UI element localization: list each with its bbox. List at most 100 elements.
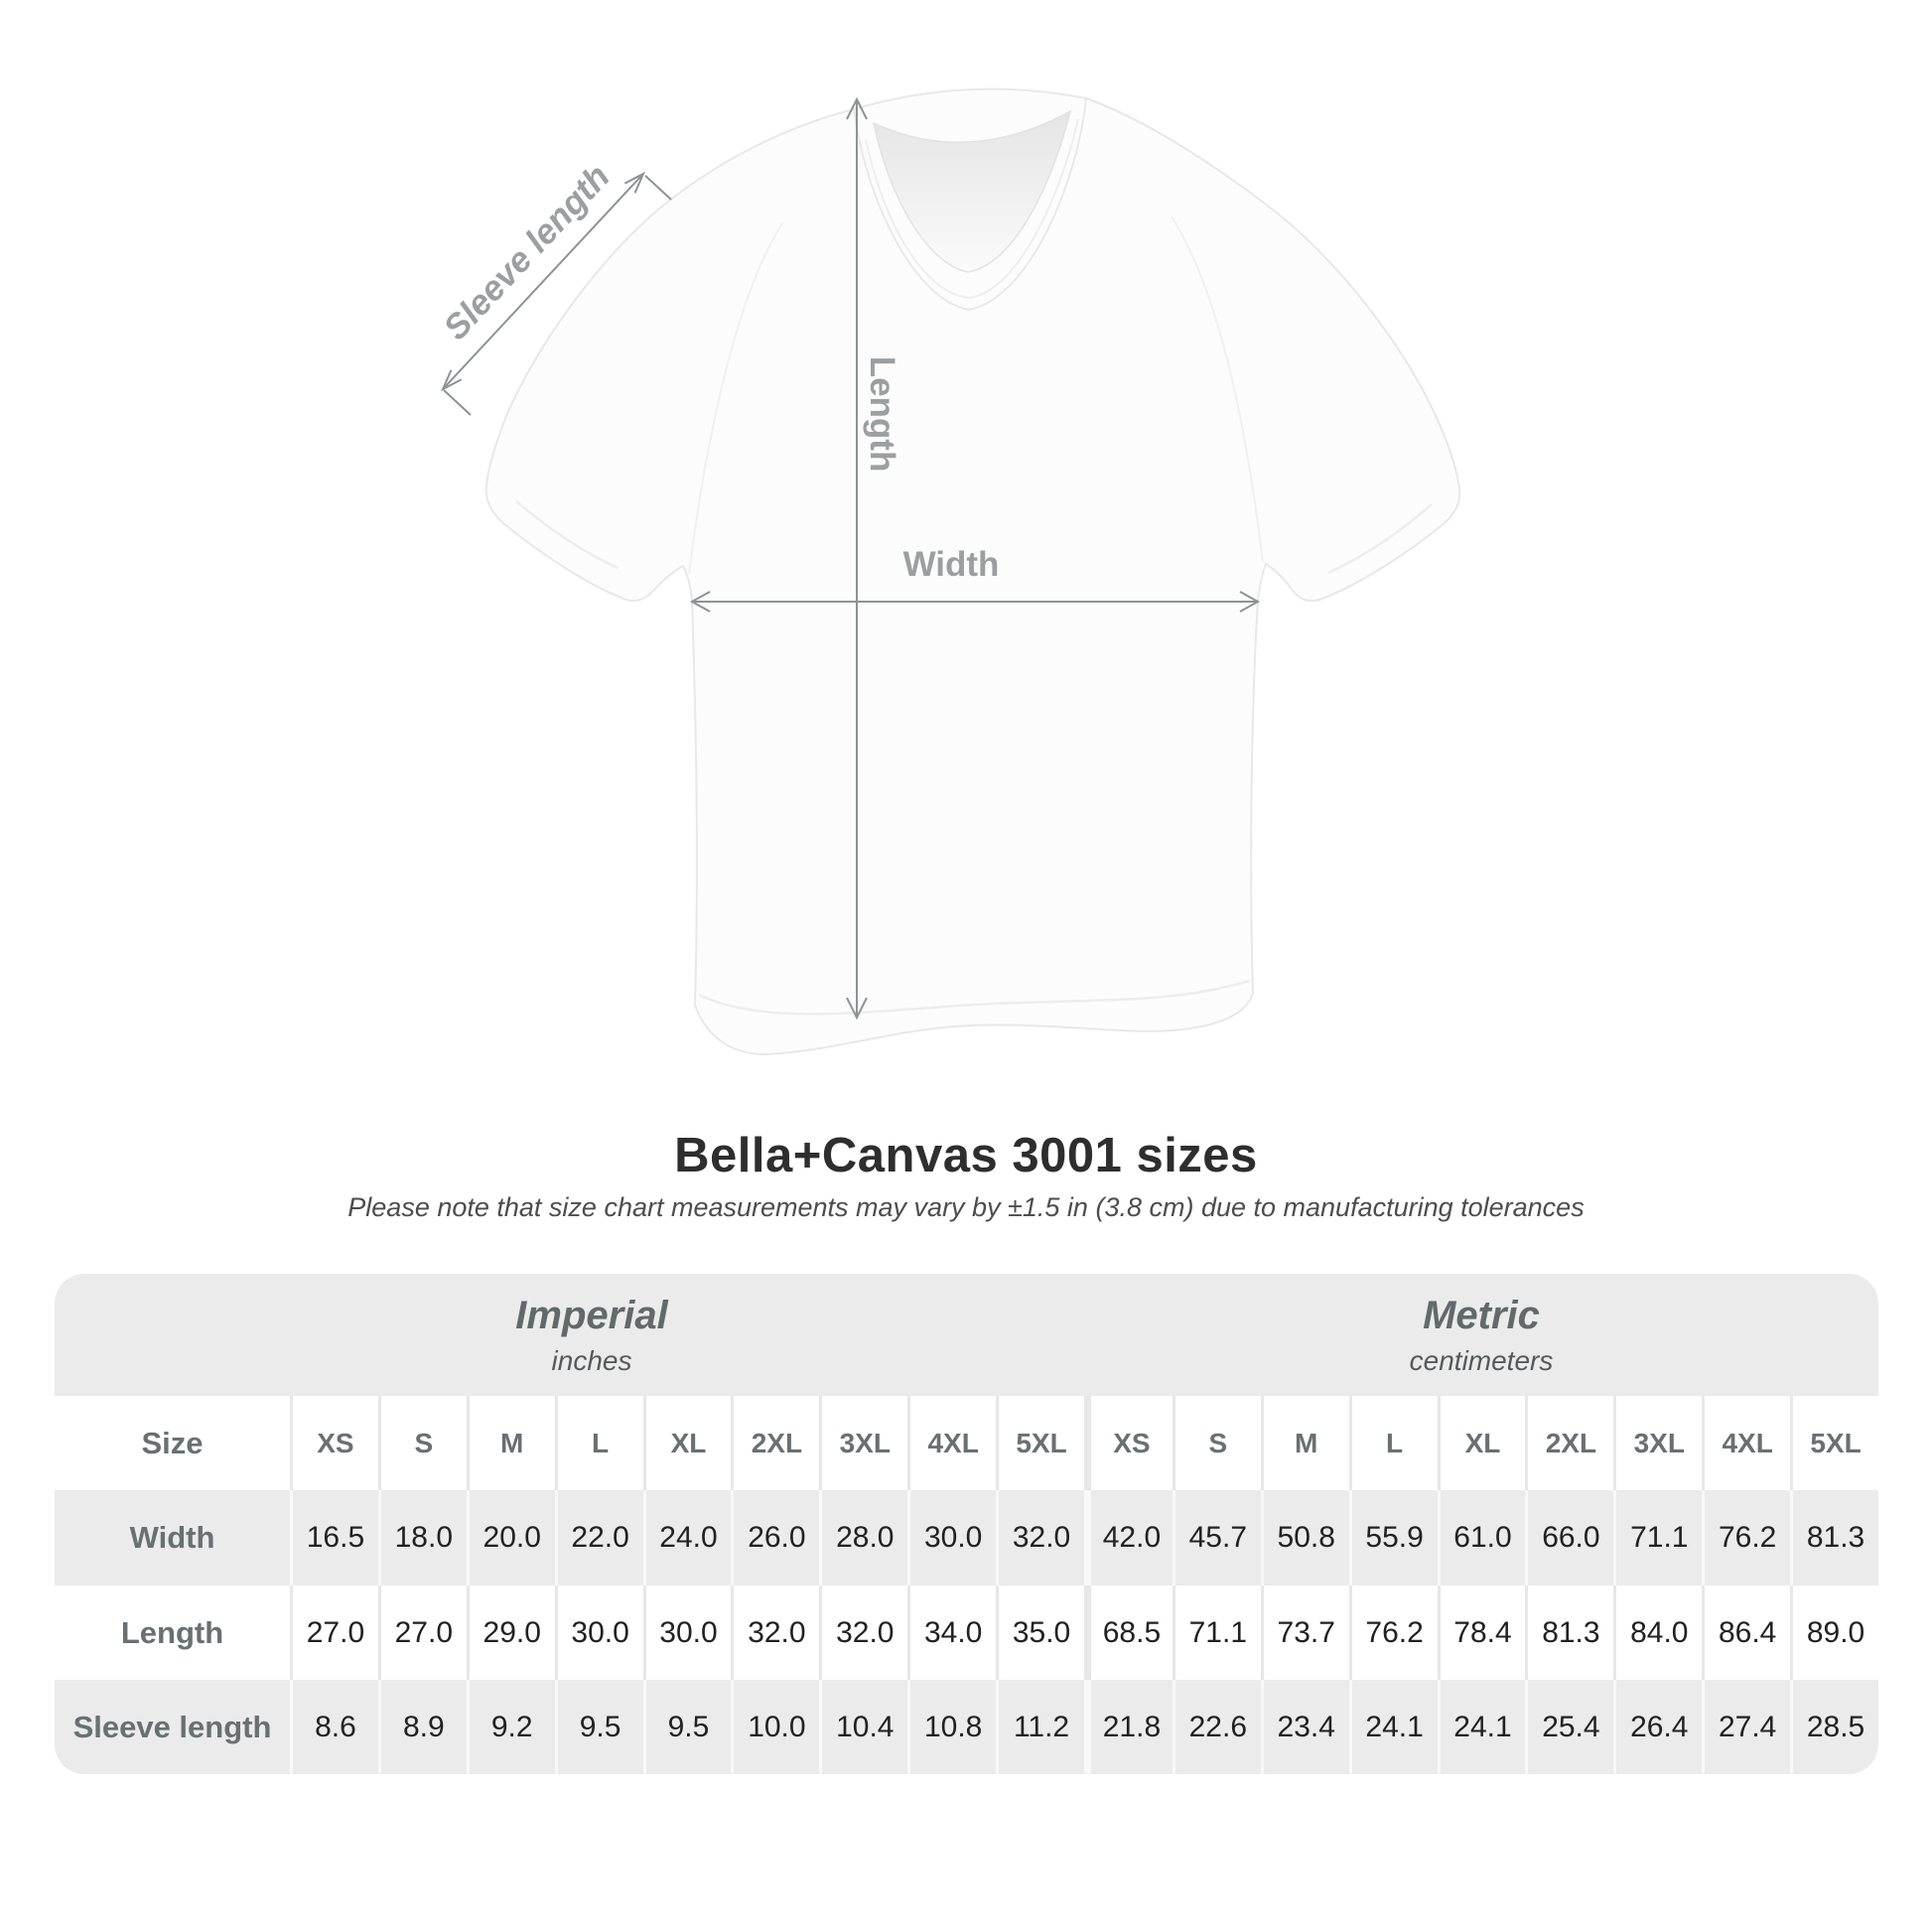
value-cell: 28.0 (819, 1490, 907, 1586)
value-cell: 32.0 (731, 1586, 819, 1680)
dimension-lines (440, 96, 1261, 1021)
value-cell: 42.0 (1083, 1490, 1173, 1586)
width-label: Width (903, 545, 1000, 584)
value-cell: 66.0 (1525, 1490, 1613, 1586)
value-cell: 9.5 (642, 1680, 732, 1774)
armhole-seam-right (1171, 215, 1264, 563)
size-cell: 3XL (819, 1396, 907, 1490)
value-cell: 34.0 (907, 1586, 996, 1680)
value-cell: 76.2 (1348, 1586, 1438, 1680)
size-col-header: Size (141, 1425, 204, 1460)
cuff-seam-left (515, 500, 619, 570)
row-label: Width (129, 1520, 215, 1555)
value-cell: 8.9 (377, 1680, 467, 1774)
arrow-upright-icon (623, 171, 646, 194)
sleeve-dimension-line (440, 171, 672, 416)
value-cell: 10.0 (731, 1680, 819, 1774)
imperial-header: Imperial inches (55, 1274, 1084, 1396)
value-cell: 27.0 (377, 1586, 467, 1680)
metric-unit: centimeters (1409, 1344, 1554, 1376)
page-subtitle: Please note that size chart measurements… (347, 1192, 1585, 1222)
value-cell: 9.5 (554, 1680, 643, 1774)
size-cell: 2XL (1525, 1396, 1613, 1490)
tshirt-size-diagram: Sleeve length Length Width (436, 87, 1461, 1056)
row-label: Length (120, 1614, 224, 1650)
end-tick (644, 175, 672, 201)
size-cell: 2XL (731, 1396, 819, 1490)
value-cell: 24.1 (1348, 1680, 1438, 1774)
value-cell: 27.4 (1702, 1680, 1790, 1774)
size-cell: S (1172, 1396, 1261, 1490)
length-label: Length (863, 356, 901, 473)
arrow-downleft-icon (440, 369, 463, 392)
value-cell: 22.6 (1172, 1680, 1261, 1774)
length-dimension-line (846, 96, 868, 1021)
cuff-seam-right (1327, 503, 1433, 575)
table-row-width: Width 16.5 18.0 20.0 22.0 24.0 26.0 28.0… (55, 1490, 1878, 1586)
value-cell: 10.4 (819, 1680, 907, 1774)
value-cell: 32.0 (819, 1586, 907, 1680)
value-cell: 61.0 (1437, 1490, 1526, 1586)
value-cell: 18.0 (377, 1490, 467, 1586)
value-cell: 23.4 (1260, 1680, 1349, 1774)
value-cell: 9.2 (466, 1680, 555, 1774)
size-cell: 5XL (996, 1396, 1084, 1490)
value-cell: 35.0 (996, 1586, 1084, 1680)
value-cell: 81.3 (1790, 1490, 1878, 1586)
value-cell: 78.4 (1437, 1586, 1526, 1680)
value-cell: 26.0 (731, 1490, 819, 1586)
size-chart-table: Imperial inches Metric centimeters Size … (55, 1274, 1878, 1774)
value-cell: 27.0 (290, 1586, 378, 1680)
value-cell: 28.5 (1790, 1680, 1878, 1774)
value-cell: 73.7 (1260, 1586, 1349, 1680)
value-cell: 32.0 (996, 1490, 1084, 1586)
collar-stitch (865, 118, 1079, 300)
value-cell: 29.0 (466, 1586, 555, 1680)
value-cell: 21.8 (1083, 1680, 1173, 1774)
armhole-seam-left (688, 222, 783, 575)
arrow-down-icon (846, 997, 868, 1021)
tshirt-graphic (484, 87, 1461, 1056)
size-cell: XL (642, 1396, 732, 1490)
value-cell: 71.1 (1613, 1490, 1702, 1586)
value-cell: 55.9 (1348, 1490, 1438, 1586)
unit-header-band: Imperial inches Metric centimeters (55, 1274, 1878, 1396)
size-cell: 4XL (907, 1396, 996, 1490)
value-cell: 86.4 (1702, 1586, 1790, 1680)
value-cell: 8.6 (290, 1680, 378, 1774)
value-cell: 16.5 (290, 1490, 378, 1586)
size-cell: 4XL (1702, 1396, 1790, 1490)
size-cell: XS (1083, 1396, 1173, 1490)
value-cell: 71.1 (1172, 1586, 1261, 1680)
size-header-row: Size XS S M L XL 2XL 3XL 4XL 5XL XS S M … (55, 1396, 1878, 1490)
value-cell: 11.2 (996, 1680, 1084, 1774)
arrow-left-icon (689, 591, 711, 613)
table-row-sleeve-length: Sleeve length 8.6 8.9 9.2 9.5 9.5 10.0 1… (55, 1680, 1878, 1774)
value-cell: 22.0 (554, 1490, 643, 1586)
value-cell: 24.1 (1437, 1680, 1526, 1774)
size-cell: L (1348, 1396, 1438, 1490)
table-row-length: Length 27.0 27.0 29.0 30.0 30.0 32.0 32.… (55, 1586, 1878, 1680)
value-cell: 89.0 (1790, 1586, 1878, 1680)
value-cell: 81.3 (1525, 1586, 1613, 1680)
value-cell: 68.5 (1083, 1586, 1173, 1680)
tshirt-body (484, 87, 1461, 1056)
size-cell: S (377, 1396, 467, 1490)
hem-seam (698, 979, 1250, 1016)
value-cell: 50.8 (1260, 1490, 1349, 1586)
value-cell: 30.0 (554, 1586, 643, 1680)
imperial-title: Imperial (515, 1293, 668, 1337)
value-cell: 84.0 (1613, 1586, 1702, 1680)
size-cell: M (466, 1396, 555, 1490)
metric-header: Metric centimeters (1084, 1274, 1878, 1396)
size-cell: XL (1437, 1396, 1526, 1490)
arrow-up-icon (846, 96, 868, 120)
value-cell: 45.7 (1172, 1490, 1261, 1586)
width-dimension-line (689, 591, 1261, 613)
row-label: Sleeve length (72, 1709, 272, 1744)
size-cell: M (1260, 1396, 1349, 1490)
arrow-right-icon (1239, 591, 1261, 613)
size-cell: 5XL (1790, 1396, 1878, 1490)
page-title: Bella+Canvas 3001 sizes (674, 1129, 1258, 1182)
